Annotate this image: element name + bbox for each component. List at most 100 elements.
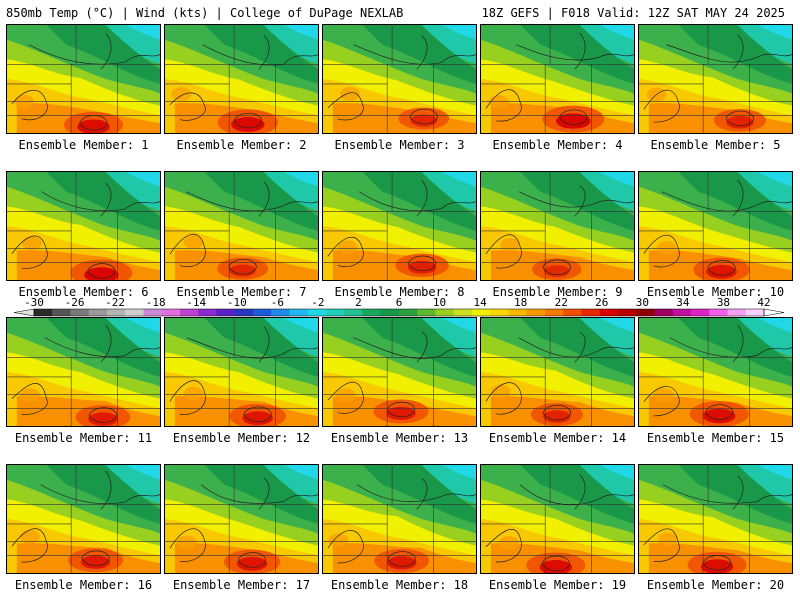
colorbar-swatch bbox=[453, 309, 473, 316]
colorbar-low-arrow bbox=[13, 308, 35, 317]
colorbar-tick-label: 38 bbox=[716, 296, 731, 309]
colorbar-swatch bbox=[472, 309, 491, 316]
ensemble-member-map[interactable] bbox=[6, 317, 161, 427]
ensemble-member-map[interactable] bbox=[164, 24, 319, 134]
ensemble-member-label: Ensemble Member: 12 bbox=[172, 431, 311, 445]
colorbar-swatch bbox=[636, 309, 655, 316]
colorbar-tick-label: 22 bbox=[554, 296, 568, 309]
colorbar-swatch bbox=[618, 309, 637, 316]
colorbar-swatch bbox=[198, 309, 217, 316]
colorbar-tick-label: 2 bbox=[355, 296, 362, 309]
colorbar-swatch bbox=[216, 309, 236, 316]
colorbar-swatch bbox=[745, 309, 765, 316]
ensemble-member-label: Ensemble Member: 3 bbox=[334, 138, 465, 152]
ensemble-member-map[interactable] bbox=[164, 464, 319, 574]
colorbar-tick-label: -2 bbox=[311, 296, 325, 309]
colorbar-swatch bbox=[326, 309, 345, 316]
colorbar-swatch bbox=[161, 309, 181, 316]
colorbar-swatch bbox=[435, 309, 455, 316]
colorbar-tick-label: -22 bbox=[105, 296, 126, 309]
ensemble-member-map[interactable] bbox=[638, 317, 793, 427]
ensemble-member-label: Ensemble Member: 4 bbox=[492, 138, 623, 152]
colorbar-tick-label: 18 bbox=[514, 296, 528, 309]
ensemble-member-map[interactable] bbox=[322, 24, 477, 134]
colorbar-swatch bbox=[545, 309, 564, 316]
colorbar-swatch bbox=[380, 309, 400, 316]
run-info: 18Z GEFS | F018 Valid: 12Z SAT MAY 24 20… bbox=[481, 6, 785, 20]
ensemble-member-map[interactable] bbox=[6, 464, 161, 574]
map-title: 850mb Temp (°C) | Wind (kts) | College o… bbox=[6, 6, 404, 20]
ensemble-member-label: Ensemble Member: 2 bbox=[176, 138, 307, 152]
ensemble-member-map[interactable] bbox=[480, 24, 635, 134]
colorbar-swatch bbox=[709, 309, 728, 316]
colorbar-swatch bbox=[344, 309, 363, 316]
ensemble-member-map[interactable] bbox=[638, 171, 793, 281]
colorbar-swatch bbox=[88, 309, 108, 316]
ensemble-member-map[interactable] bbox=[6, 24, 161, 134]
ensemble-member-map[interactable] bbox=[638, 464, 793, 574]
colorbar-outline bbox=[33, 308, 765, 317]
ensemble-member-label: Ensemble Member: 10 bbox=[646, 285, 785, 299]
temperature-colorbar bbox=[13, 308, 785, 317]
ensemble-member-label: Ensemble Member: 1 bbox=[18, 138, 149, 152]
colorbar-tick-label: 42 bbox=[757, 296, 771, 309]
ensemble-member-label: Ensemble Member: 14 bbox=[488, 431, 627, 445]
ensemble-member-map[interactable] bbox=[480, 464, 635, 574]
colorbar-swatch bbox=[271, 309, 290, 316]
colorbar-swatch bbox=[526, 309, 546, 316]
colorbar-swatch bbox=[727, 309, 747, 316]
colorbar-tick-label: -6 bbox=[270, 296, 284, 309]
ensemble-member-map[interactable] bbox=[6, 171, 161, 281]
colorbar-tick-label: -30 bbox=[24, 296, 44, 309]
ensemble-member-label: Ensemble Member: 7 bbox=[176, 285, 307, 299]
colorbar-tick-label: -10 bbox=[226, 296, 247, 309]
colorbar-tick-label: 10 bbox=[432, 296, 447, 309]
ensemble-member-label: Ensemble Member: 19 bbox=[488, 578, 627, 592]
colorbar-swatch bbox=[563, 309, 582, 316]
ensemble-member-label: Ensemble Member: 16 bbox=[14, 578, 153, 592]
ensemble-member-label: Ensemble Member: 15 bbox=[646, 431, 785, 445]
colorbar-swatch bbox=[307, 309, 327, 316]
colorbar-swatch bbox=[672, 309, 692, 316]
colorbar-swatch bbox=[125, 309, 144, 316]
colorbar-high-arrow bbox=[763, 308, 785, 317]
colorbar-swatch bbox=[417, 309, 436, 316]
ensemble-member-label: Ensemble Member: 20 bbox=[646, 578, 785, 592]
colorbar-swatch bbox=[70, 309, 90, 316]
colorbar-swatch bbox=[691, 309, 710, 316]
colorbar-tick-label: -26 bbox=[64, 296, 85, 309]
ensemble-member-label: Ensemble Member: 11 bbox=[14, 431, 153, 445]
colorbar-tick-label: 6 bbox=[395, 296, 403, 309]
ensemble-member-map[interactable] bbox=[322, 317, 477, 427]
ensemble-member-map[interactable] bbox=[164, 171, 319, 281]
colorbar-swatch bbox=[508, 309, 528, 316]
colorbar-tick-label: 30 bbox=[635, 296, 649, 309]
colorbar-swatch bbox=[599, 309, 619, 316]
colorbar-swatch bbox=[107, 309, 126, 316]
ensemble-member-label: Ensemble Member: 8 bbox=[334, 285, 465, 299]
colorbar-swatch bbox=[581, 309, 601, 316]
ensemble-member-map[interactable] bbox=[638, 24, 793, 134]
colorbar-swatch bbox=[234, 309, 254, 316]
colorbar-swatch bbox=[180, 309, 199, 316]
colorbar-tick-label: 26 bbox=[595, 296, 609, 309]
ensemble-member-label: Ensemble Member: 9 bbox=[492, 285, 623, 299]
ensemble-member-label: Ensemble Member: 5 bbox=[650, 138, 781, 152]
colorbar-swatch bbox=[253, 309, 272, 316]
colorbar-tick-label: 34 bbox=[676, 296, 690, 309]
ensemble-member-map[interactable] bbox=[322, 171, 477, 281]
ensemble-member-label: Ensemble Member: 6 bbox=[18, 285, 149, 299]
colorbar-swatch bbox=[490, 309, 509, 316]
ensemble-member-label: Ensemble Member: 17 bbox=[172, 578, 311, 592]
colorbar-swatch bbox=[362, 309, 382, 316]
colorbar-swatch bbox=[654, 309, 674, 316]
colorbar-swatch bbox=[289, 309, 309, 316]
colorbar-swatch bbox=[399, 309, 418, 316]
ensemble-member-map[interactable] bbox=[322, 464, 477, 574]
colorbar-tick-label: -14 bbox=[186, 296, 207, 309]
ensemble-member-map[interactable] bbox=[480, 317, 635, 427]
ensemble-member-label: Ensemble Member: 13 bbox=[330, 431, 469, 445]
ensemble-member-map[interactable] bbox=[480, 171, 635, 281]
colorbar-tick-label: -18 bbox=[145, 296, 166, 309]
ensemble-member-map[interactable] bbox=[164, 317, 319, 427]
